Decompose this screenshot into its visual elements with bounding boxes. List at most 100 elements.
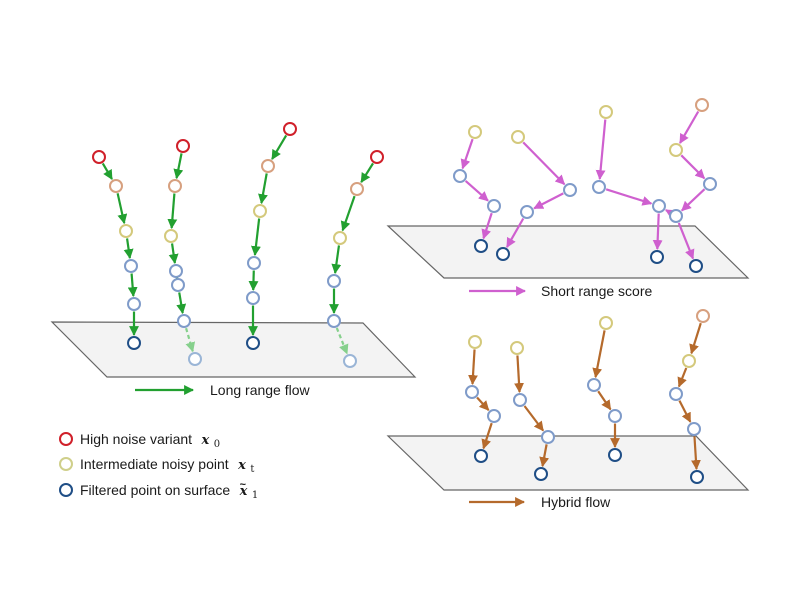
hybrid-intermediate-point <box>669 387 683 401</box>
short-intermediate-point <box>520 205 534 219</box>
hybrid-surface-plane <box>386 435 750 491</box>
long-filtered-point <box>127 336 141 350</box>
legend-high-noise-marker <box>59 432 73 446</box>
hybrid-trajectory-4-arrow <box>678 400 692 423</box>
short-trajectory-2-arrow <box>522 141 566 186</box>
short-noisy-point <box>669 143 683 157</box>
short-trajectory-1-arrow <box>460 138 474 170</box>
long-trajectory-4-arrow <box>335 327 349 355</box>
short-trajectory-3-arrow <box>605 188 653 206</box>
short-trajectory-2-arrow <box>533 192 564 210</box>
long-noisy-point <box>253 204 267 218</box>
short-noisy-point <box>511 130 525 144</box>
hybrid-intermediate-point <box>687 422 701 436</box>
long-noisy-point <box>119 224 133 238</box>
long-faded-filtered-point <box>343 354 357 368</box>
short-filtered-point <box>689 259 703 273</box>
long-trajectory-1-arrow <box>101 162 113 180</box>
legend-intermediate-marker <box>59 457 73 471</box>
long-trajectory-2-arrow <box>176 292 187 315</box>
long-intermediate-point <box>247 256 261 270</box>
short-trajectory-3-arrow <box>652 213 663 250</box>
long-trajectory-4-arrow <box>340 195 356 232</box>
long-high-noise-point <box>176 139 190 153</box>
short-trajectory-1-arrow <box>464 180 489 202</box>
hybrid-trajectory-4-arrow <box>691 436 701 471</box>
long-trajectory-1-arrow <box>127 273 138 298</box>
short-intermediate-point <box>592 180 606 194</box>
short-trajectory-4-arrow <box>679 110 700 144</box>
long-faded-filtered-point <box>188 352 202 366</box>
hybrid-label: Hybrid flow <box>541 494 611 510</box>
hybrid-trajectory-1-arrow <box>481 422 493 450</box>
legend-filtered-marker <box>59 483 73 497</box>
hybrid-trajectory-2-arrow <box>523 405 545 432</box>
long-trajectory-2-arrow <box>173 153 184 180</box>
hybrid-noisy-point <box>696 309 710 323</box>
short-trajectory-3-arrow <box>595 119 607 181</box>
long-noisy-point <box>333 231 347 245</box>
hybrid-filtered-point <box>690 470 704 484</box>
hybrid-trajectory-1-arrow <box>468 349 478 386</box>
long-trajectory-2-arrow <box>168 243 179 265</box>
long-intermediate-point <box>124 259 138 273</box>
long-trajectory-4-arrow <box>331 245 342 275</box>
hybrid-intermediate-point <box>487 409 501 423</box>
short-merge-arrow-1 <box>665 209 677 219</box>
long-trajectory-1-arrow <box>116 193 128 225</box>
hybrid-filtered-point <box>608 448 622 462</box>
hybrid-trajectory-2-arrow <box>539 444 550 468</box>
hybrid-intermediate-point <box>541 430 555 444</box>
short-trajectory-4-arrow <box>681 188 706 212</box>
long-noisy-point <box>350 182 364 196</box>
short-filtered-point <box>474 239 488 253</box>
long-trajectory-2-arrow <box>167 193 178 230</box>
hybrid-trajectory-4-arrow <box>677 367 688 388</box>
long-intermediate-point <box>177 314 191 328</box>
short-intermediate-point <box>669 209 683 223</box>
long-high-noise-point <box>283 122 297 136</box>
short-intermediate-point <box>487 199 501 213</box>
hybrid-filtered-point <box>534 467 548 481</box>
long-trajectory-1-arrow <box>123 238 134 260</box>
hybrid-noisy-point <box>510 341 524 355</box>
long-intermediate-point <box>169 264 183 278</box>
hybrid-trajectory-3-arrow <box>597 390 612 411</box>
long-noisy-point <box>261 159 275 173</box>
hybrid-trajectory-4-arrow <box>689 322 702 355</box>
short-intermediate-point <box>652 199 666 213</box>
short-trajectory-4-arrow <box>680 154 706 180</box>
long-trajectory-4-arrow <box>360 162 374 184</box>
long-high-noise-point <box>370 150 384 164</box>
long-intermediate-point <box>127 297 141 311</box>
legend-filtered-tilde: ~ <box>240 479 247 491</box>
long-noisy-point <box>109 179 123 193</box>
long-intermediate-point <box>327 274 341 288</box>
short-range-label: Short range score <box>541 283 652 299</box>
long-trajectory-3-arrow <box>258 173 268 205</box>
long-noisy-point <box>164 229 178 243</box>
short-filtered-point <box>496 247 510 261</box>
short-trajectory-2-arrow <box>506 217 525 248</box>
short-noisy-point <box>695 98 709 112</box>
short-intermediate-point <box>563 183 577 197</box>
hybrid-trajectory-3-arrow <box>592 330 606 379</box>
long-noisy-point <box>168 179 182 193</box>
hybrid-intermediate-point <box>465 385 479 399</box>
hybrid-intermediate-point <box>608 409 622 423</box>
hybrid-trajectory-2-arrow <box>514 355 524 394</box>
long-range-surface-plane <box>50 321 417 378</box>
long-range-label: Long range flow <box>210 382 311 398</box>
short-intermediate-point <box>703 177 717 191</box>
hybrid-intermediate-point <box>513 393 527 407</box>
legend-filtered-text: Filtered point on surface x 1 <box>80 482 258 501</box>
hybrid-trajectory-1-arrow <box>476 396 490 411</box>
short-trajectory-1-arrow <box>481 212 493 240</box>
long-intermediate-point <box>246 291 260 305</box>
short-filtered-point <box>650 250 664 264</box>
hybrid-noisy-point <box>468 335 482 349</box>
short-noisy-point <box>599 105 613 119</box>
long-intermediate-point <box>171 278 185 292</box>
hybrid-filtered-point <box>474 449 488 463</box>
